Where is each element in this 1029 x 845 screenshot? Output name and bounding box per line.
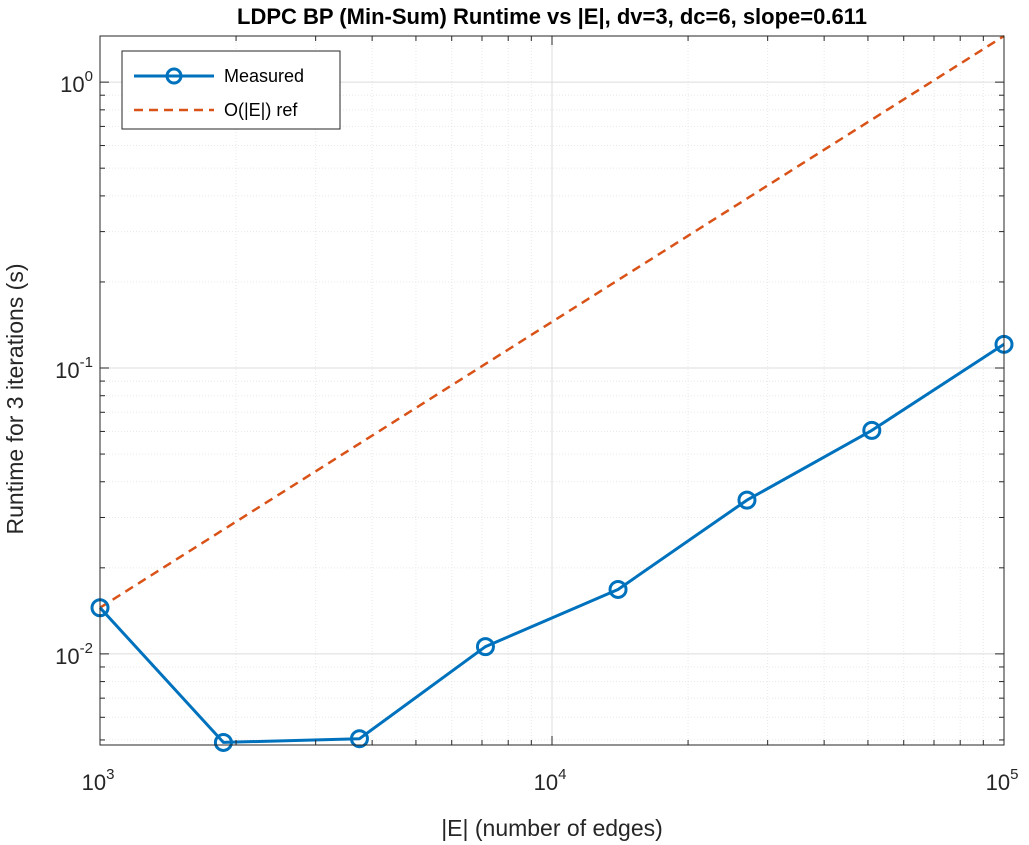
- chart-title: LDPC BP (Min-Sum) Runtime vs |E|, dv=3, …: [237, 4, 867, 29]
- legend-item-reference: O(|E|) ref: [134, 100, 298, 120]
- x-axis-label: |E| (number of edges): [441, 815, 663, 841]
- measured-point: [608, 579, 628, 599]
- legend-item-measured: Measured: [134, 66, 304, 86]
- measured-point: [213, 732, 233, 752]
- y-tick-label: 100: [60, 68, 93, 97]
- x-tick-label: 103: [82, 766, 115, 795]
- legend: Measured O(|E|) ref: [121, 50, 341, 130]
- y-tick-labels: 10-2 10-1 100: [55, 68, 93, 669]
- y-tick-label: 10-2: [55, 640, 93, 669]
- legend-marker-measured: [165, 67, 183, 85]
- measured-point: [349, 729, 369, 749]
- reference-line: [99, 34, 1005, 609]
- x-tick-label: 105: [986, 766, 1019, 795]
- legend-label-reference: O(|E|) ref: [224, 100, 298, 120]
- y-axis-label: Runtime for 3 iterations (s): [2, 264, 28, 535]
- x-tick-label: 104: [534, 766, 567, 795]
- ticks-layer: [99, 36, 1005, 745]
- measured-point: [475, 637, 495, 657]
- x-tick-labels: 103 104 105: [82, 766, 1019, 795]
- measured-point: [862, 420, 882, 440]
- legend-label-measured: Measured: [224, 66, 304, 86]
- y-tick-label: 10-1: [55, 354, 93, 383]
- measured-line: [98, 343, 1005, 744]
- legend-box: [121, 50, 341, 130]
- measured-point: [737, 490, 757, 510]
